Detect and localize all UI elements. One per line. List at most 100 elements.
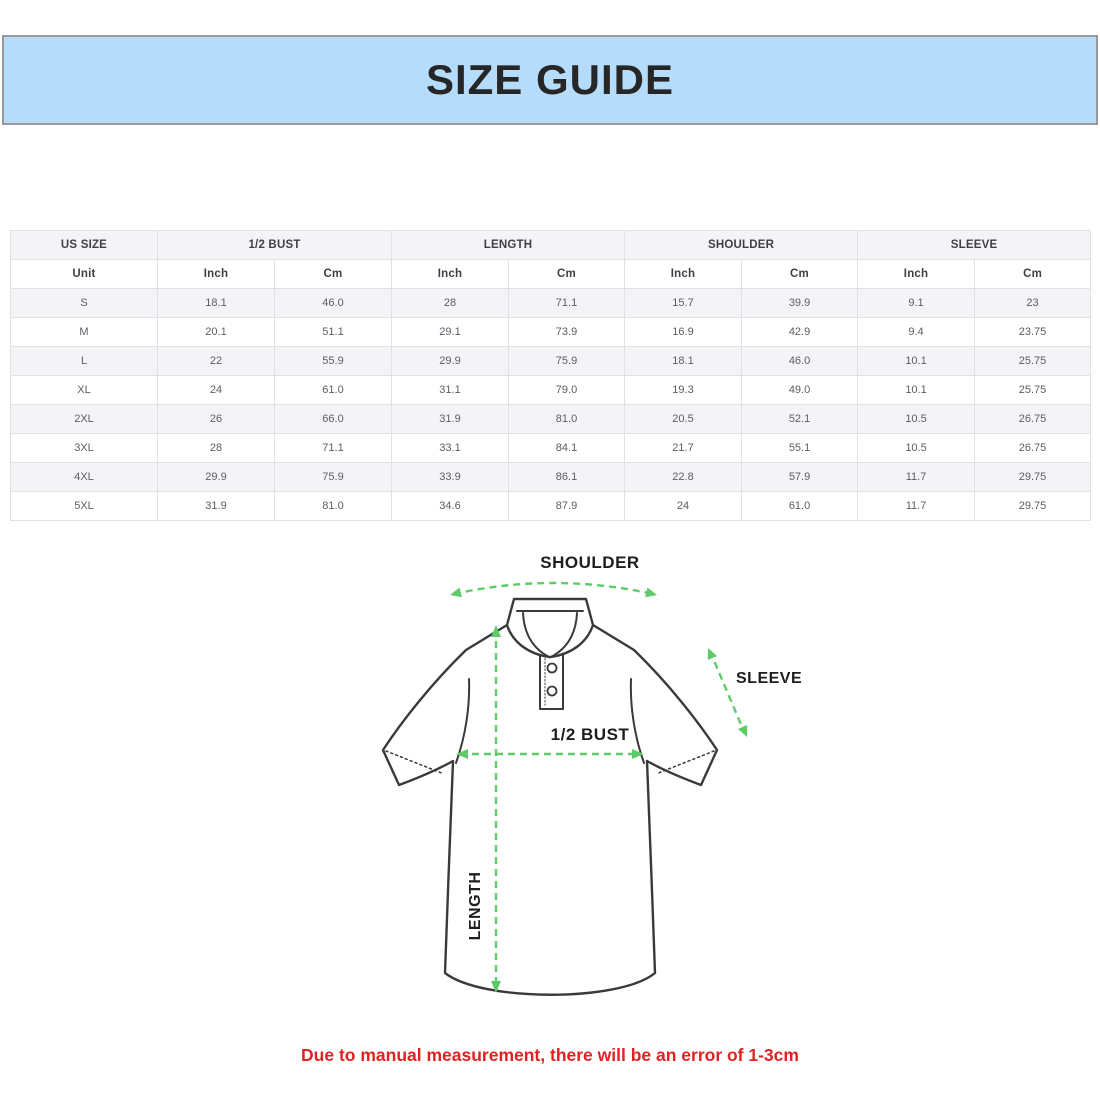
value-cell: 75.9 (507, 346, 626, 376)
value-cell: 86.1 (507, 462, 626, 492)
value-cell: 28 (157, 433, 275, 463)
unit-cell: Cm (974, 259, 1092, 289)
value-cell: 9.4 (857, 317, 976, 347)
measurement-error-note: Due to manual measurement, there will be… (301, 1045, 799, 1065)
value-cell: 31.9 (157, 491, 275, 521)
value-cell: 21.7 (624, 433, 743, 463)
value-cell: 25.75 (974, 375, 1092, 405)
value-cell: 79.0 (507, 375, 626, 405)
value-cell: 33.1 (391, 433, 509, 463)
value-cell: 26.75 (974, 404, 1092, 434)
value-cell: 61.0 (741, 491, 859, 521)
unit-cell: Inch (157, 259, 275, 289)
value-cell: 25.75 (974, 346, 1092, 376)
column-group-sleeve: SLEEVE (857, 230, 1092, 260)
value-cell: 81.0 (507, 404, 626, 434)
unit-cell: Inch (624, 259, 743, 289)
unit-cell: Inch (391, 259, 509, 289)
size-cell: 5XL (10, 491, 158, 521)
value-cell: 29.75 (974, 462, 1092, 492)
unit-header-cell: Unit (10, 259, 158, 289)
value-cell: 15.7 (624, 288, 743, 318)
value-cell: 22 (157, 346, 275, 376)
value-cell: 20.1 (157, 317, 275, 347)
unit-cell: Cm (741, 259, 859, 289)
value-cell: 73.9 (507, 317, 626, 347)
value-cell: 20.5 (624, 404, 743, 434)
column-group-length: LENGTH (390, 230, 626, 260)
size-chart-table: US SIZE 1/2 BUST LENGTH SHOULDER SLEEVE … (10, 230, 1092, 521)
value-cell: 29.9 (157, 462, 275, 492)
value-cell: 52.1 (741, 404, 859, 434)
value-cell: 49.0 (741, 375, 859, 405)
value-cell: 16.9 (624, 317, 743, 347)
value-cell: 10.5 (857, 404, 976, 434)
value-cell: 46.0 (741, 346, 859, 376)
value-cell: 31.1 (391, 375, 509, 405)
table-row: M 20.1 51.1 29.1 73.9 16.9 42.9 9.4 23.7… (10, 317, 1092, 347)
table-row: 3XL 28 71.1 33.1 84.1 21.7 55.1 10.5 26.… (10, 433, 1092, 463)
sleeve-arrow (708, 650, 747, 735)
value-cell: 23.75 (974, 317, 1092, 347)
value-cell: 55.1 (741, 433, 859, 463)
value-cell: 75.9 (274, 462, 392, 492)
value-cell: 10.1 (857, 346, 976, 376)
value-cell: 29.9 (391, 346, 509, 376)
value-cell: 71.1 (274, 433, 392, 463)
size-cell: 4XL (10, 462, 158, 492)
half-bust-measure-label: 1/2 BUST (550, 725, 630, 744)
value-cell: 11.7 (857, 491, 976, 521)
size-cell: 2XL (10, 404, 158, 434)
value-cell: 66.0 (274, 404, 392, 434)
value-cell: 51.1 (274, 317, 392, 347)
value-cell: 33.9 (391, 462, 509, 492)
value-cell: 87.9 (507, 491, 626, 521)
size-cell: L (10, 346, 158, 376)
value-cell: 19.3 (624, 375, 743, 405)
value-cell: 57.9 (741, 462, 859, 492)
size-cell: S (10, 288, 158, 318)
value-cell: 11.7 (857, 462, 976, 492)
value-cell: 10.5 (857, 433, 976, 463)
value-cell: 22.8 (624, 462, 743, 492)
value-cell: 55.9 (274, 346, 392, 376)
size-cell: M (10, 317, 158, 347)
value-cell: 31.9 (391, 404, 509, 434)
polo-shirt-illustration (381, 581, 748, 996)
unit-cell: Cm (274, 259, 392, 289)
value-cell: 46.0 (274, 288, 392, 318)
value-cell: 28 (391, 288, 509, 318)
value-cell: 84.1 (507, 433, 626, 463)
sleeve-measure-label: SLEEVE (736, 670, 803, 687)
table-row: 5XL 31.9 81.0 34.6 87.9 24 61.0 11.7 29.… (10, 491, 1092, 521)
value-cell: 71.1 (507, 288, 626, 318)
size-guide-banner: SIZE GUIDE (2, 35, 1098, 125)
table-row: S 18.1 46.0 28 71.1 15.7 39.9 9.1 23 (10, 288, 1092, 318)
value-cell: 26 (157, 404, 275, 434)
table-row: XL 24 61.0 31.1 79.0 19.3 49.0 10.1 25.7… (10, 375, 1092, 405)
value-cell: 9.1 (857, 288, 976, 318)
size-cell: XL (10, 375, 158, 405)
shoulder-measure-label: SHOULDER (540, 553, 640, 572)
table-row: L 22 55.9 29.9 75.9 18.1 46.0 10.1 25.75 (10, 346, 1092, 376)
value-cell: 39.9 (741, 288, 859, 318)
value-cell: 24 (624, 491, 743, 521)
column-group-half-bust: 1/2 BUST (157, 230, 392, 260)
unit-cell: Inch (857, 259, 976, 289)
value-cell: 29.75 (974, 491, 1092, 521)
column-group-shoulder: SHOULDER (624, 230, 859, 260)
value-cell: 18.1 (157, 288, 275, 318)
table-row: 4XL 29.9 75.9 33.9 86.1 22.8 57.9 11.7 2… (10, 462, 1092, 492)
table-unit-header-row: Unit Inch Cm Inch Cm Inch Cm Inch Cm (10, 259, 1092, 289)
value-cell: 61.0 (274, 375, 392, 405)
value-cell: 42.9 (741, 317, 859, 347)
table-group-header-row: US SIZE 1/2 BUST LENGTH SHOULDER SLEEVE (10, 230, 1092, 260)
value-cell: 10.1 (857, 375, 976, 405)
value-cell: 81.0 (274, 491, 392, 521)
value-cell: 26.75 (974, 433, 1092, 463)
page-title: SIZE GUIDE (425, 56, 675, 103)
unit-cell: Cm (507, 259, 626, 289)
value-cell: 34.6 (391, 491, 509, 521)
column-group-us-size: US SIZE (10, 230, 158, 260)
shoulder-arrow (453, 581, 654, 596)
